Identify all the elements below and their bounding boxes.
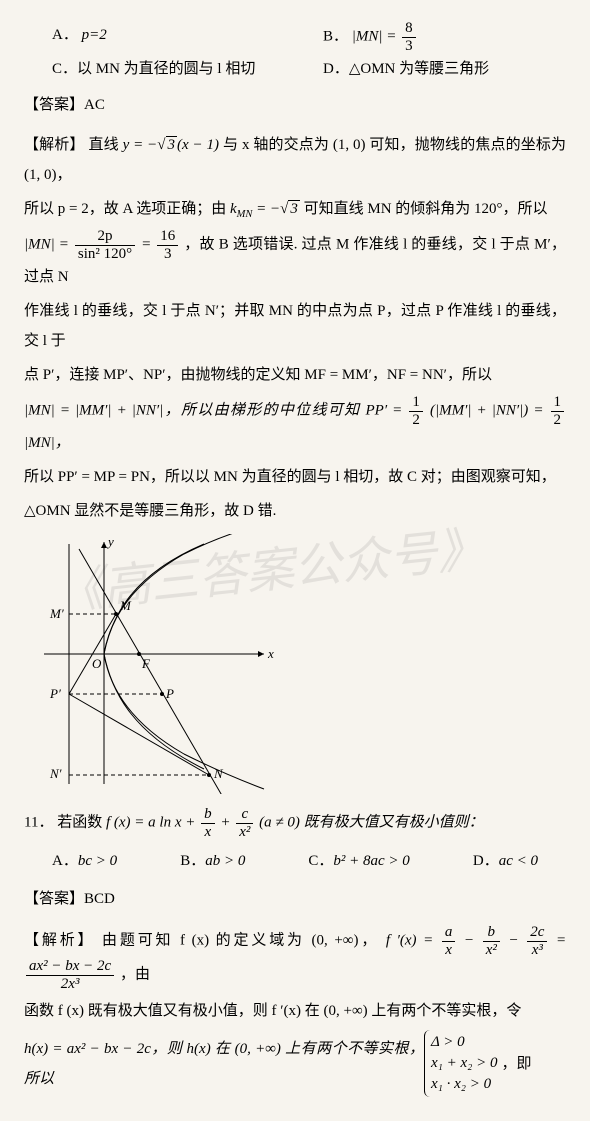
q10-options-row1: A． p=2 B． |MN| = 83 bbox=[24, 20, 566, 54]
q10-solution-p2: 所以 p = 2，故 A 选项正确；由 kMN = −3 可知直线 MN 的倾斜… bbox=[24, 194, 566, 224]
parabola-diagram: x y O F M M′ N N′ P P′ bbox=[24, 534, 284, 794]
q10-options-row2: C．以 MN 为直径的圆与 l 相切 D．△OMN 为等腰三角形 bbox=[24, 54, 566, 84]
q10-solution-p7: 所以 PP′ = MP = PN，所以以 MN 为直径的圆与 l 相切，故 C … bbox=[24, 462, 566, 492]
q11-solution-p1: 【解析】 由题可知 f (x) 的定义域为 (0, +∞)， f ′(x) = … bbox=[24, 924, 566, 992]
q10-solution-p4: 作准线 l 的垂线，交 l 于点 N′；并取 MN 的中点为点 P，过点 P 作… bbox=[24, 296, 566, 356]
option-b: B． |MN| = 83 bbox=[295, 20, 566, 54]
option-d: D．△OMN 为等腰三角形 bbox=[295, 54, 566, 84]
svg-text:x: x bbox=[267, 646, 274, 661]
svg-text:y: y bbox=[106, 534, 114, 549]
svg-text:M′: M′ bbox=[49, 606, 64, 621]
svg-text:F: F bbox=[141, 656, 151, 671]
svg-text:P′: P′ bbox=[49, 686, 61, 701]
q10-solution-p1: 【解析】 直线 y = −3(x − 1) 与 x 轴的交点为 (1, 0) 可… bbox=[24, 130, 566, 190]
q10-solution-p5: 点 P′，连接 MP′、NP′，由抛物线的定义知 MF = MM′，NF = N… bbox=[24, 360, 566, 390]
brace-system: Δ > 0 x₁ + x₂ > 0 x₁ · x₂ > 0 bbox=[424, 1030, 502, 1097]
option-a: A． p=2 bbox=[24, 20, 295, 54]
diagram-wrap: 《高三答案公众号》 x y bbox=[24, 534, 566, 794]
option-c: C．以 MN 为直径的圆与 l 相切 bbox=[24, 54, 295, 84]
q11-stem: 11． 若函数 f (x) = a ln x + bx + cx² (a ≠ 0… bbox=[24, 806, 566, 840]
svg-text:N′: N′ bbox=[49, 766, 62, 781]
svg-text:O: O bbox=[92, 656, 102, 671]
svg-text:M: M bbox=[119, 598, 132, 613]
svg-text:P: P bbox=[165, 686, 174, 701]
q11-option-d: D．ac < 0 bbox=[473, 846, 538, 876]
q11-option-c: C．b² + 8ac > 0 bbox=[308, 846, 409, 876]
q11-option-a: A．bc > 0 bbox=[52, 846, 117, 876]
q10-solution-p6: |MN| = |MM′| + |NN′|，所以由梯形的中位线可知 PP′ = 1… bbox=[24, 394, 566, 458]
q11-option-b: B．ab > 0 bbox=[180, 846, 245, 876]
q11-solution-p3: h(x) = ax² − bx − 2c，则 h(x) 在 (0, +∞) 上有… bbox=[24, 1030, 566, 1097]
q11-solution-p2: 函数 f (x) 既有极大值又有极小值，则 f ′(x) 在 (0, +∞) 上… bbox=[24, 996, 566, 1026]
q10-solution-p3: |MN| = 2psin² 120° = 163 ，故 B 选项错误. 过点 M… bbox=[24, 228, 566, 292]
q11-answer: 【答案】BCD bbox=[24, 884, 566, 914]
q11-options: A．bc > 0 B．ab > 0 C．b² + 8ac > 0 D．ac < … bbox=[24, 844, 566, 878]
svg-text:N: N bbox=[213, 766, 224, 781]
q10-answer: 【答案】AC bbox=[24, 90, 566, 120]
q10-solution-p8: △OMN 显然不是等腰三角形，故 D 错. bbox=[24, 496, 566, 526]
